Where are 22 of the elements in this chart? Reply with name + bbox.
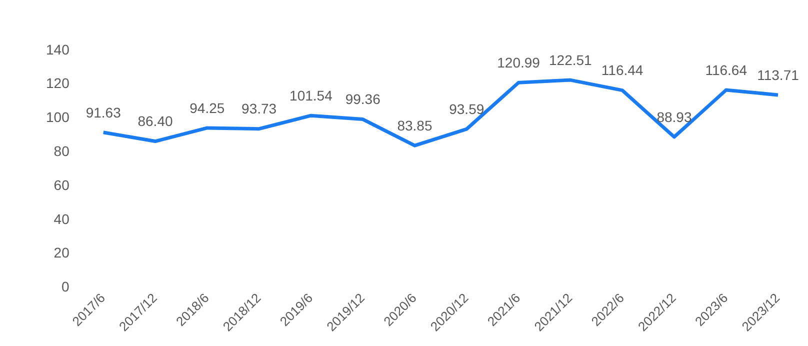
data-label: 88.93 — [656, 108, 692, 125]
data-label: 99.36 — [345, 91, 381, 108]
y-tick-label: 20 — [54, 244, 70, 261]
data-label: 113.71 — [757, 66, 800, 83]
y-tick-label: 40 — [54, 210, 70, 227]
y-tick-label: 60 — [54, 176, 70, 193]
data-label: 93.73 — [242, 100, 277, 117]
data-label: 94.25 — [190, 100, 225, 116]
data-label: 122.51 — [549, 52, 592, 68]
data-label: 101.54 — [290, 87, 333, 104]
y-tick-label: 100 — [46, 109, 70, 126]
data-label: 83.85 — [397, 117, 432, 134]
data-label: 116.44 — [601, 62, 644, 78]
y-tick-label: 80 — [54, 142, 70, 159]
data-label: 116.64 — [705, 62, 748, 78]
y-tick-label: 120 — [46, 75, 70, 92]
y-tick-label: 0 — [62, 278, 70, 295]
y-tick-label: 140 — [46, 41, 70, 58]
data-label: 93.59 — [449, 100, 484, 117]
data-label: 91.63 — [86, 104, 122, 120]
data-label: 120.99 — [497, 54, 540, 70]
data-label: 86.40 — [138, 113, 173, 130]
